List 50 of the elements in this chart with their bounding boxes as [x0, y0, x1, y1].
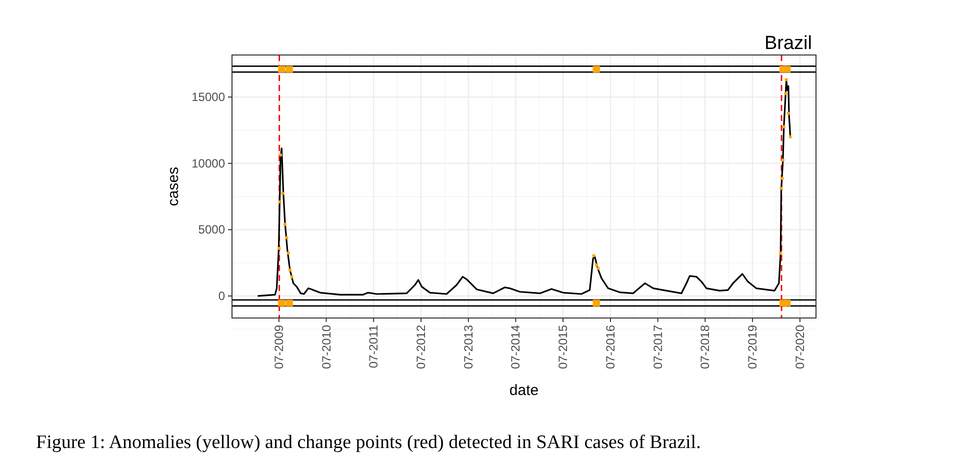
caption: Figure 1: Anomalies (yellow) and change points (red) detected in SARI cases of Brazil. [36, 432, 701, 453]
point [290, 275, 294, 278]
y-tick-label: 10000 [192, 156, 226, 170]
x-tick-label: 07-2019 [745, 324, 760, 370]
x-axis-title: date [509, 382, 539, 399]
line-series [258, 79, 792, 297]
point [283, 222, 287, 226]
point [780, 186, 783, 190]
point [278, 66, 286, 72]
point [288, 268, 292, 272]
point [278, 200, 282, 204]
point [779, 252, 782, 255]
point [783, 66, 791, 72]
y-tick-label: 5000 [198, 222, 226, 237]
x-tick-label: 07-2015 [556, 324, 570, 370]
point [286, 66, 293, 72]
point [784, 92, 788, 95]
y-tick-label: 0 [218, 288, 226, 303]
x-tick-label: 07-2014 [508, 324, 523, 370]
x-tick-label: 07-2013 [461, 324, 476, 370]
point [594, 263, 598, 267]
point [781, 158, 785, 162]
point [286, 251, 290, 255]
point [784, 78, 788, 82]
point [786, 112, 790, 115]
x-tick-label: 07-2012 [414, 324, 428, 370]
x-tick-label: 07-2017 [650, 324, 665, 370]
point [782, 125, 786, 128]
point [788, 135, 792, 138]
x-tick-label: 07-2010 [319, 324, 334, 370]
point [596, 266, 600, 270]
point [783, 300, 791, 306]
x-tick-label: 07-2018 [698, 324, 712, 370]
point [592, 66, 600, 72]
point [286, 300, 293, 306]
y-axis-title: cases [165, 166, 182, 206]
point [592, 300, 600, 306]
point [780, 176, 784, 180]
y-tick-label: 15000 [192, 90, 226, 104]
x-tick-label: 07-2011 [366, 324, 381, 368]
point [278, 300, 286, 306]
point [281, 192, 284, 195]
x-tick-label: 07-2020 [792, 324, 807, 370]
x-tick-label: 07-2016 [603, 324, 618, 370]
point [285, 236, 288, 240]
point [278, 246, 281, 250]
x-tick-label: 07-2009 [272, 324, 286, 370]
point [592, 254, 596, 258]
chart-title: Brazil [764, 33, 812, 54]
point [279, 153, 282, 157]
